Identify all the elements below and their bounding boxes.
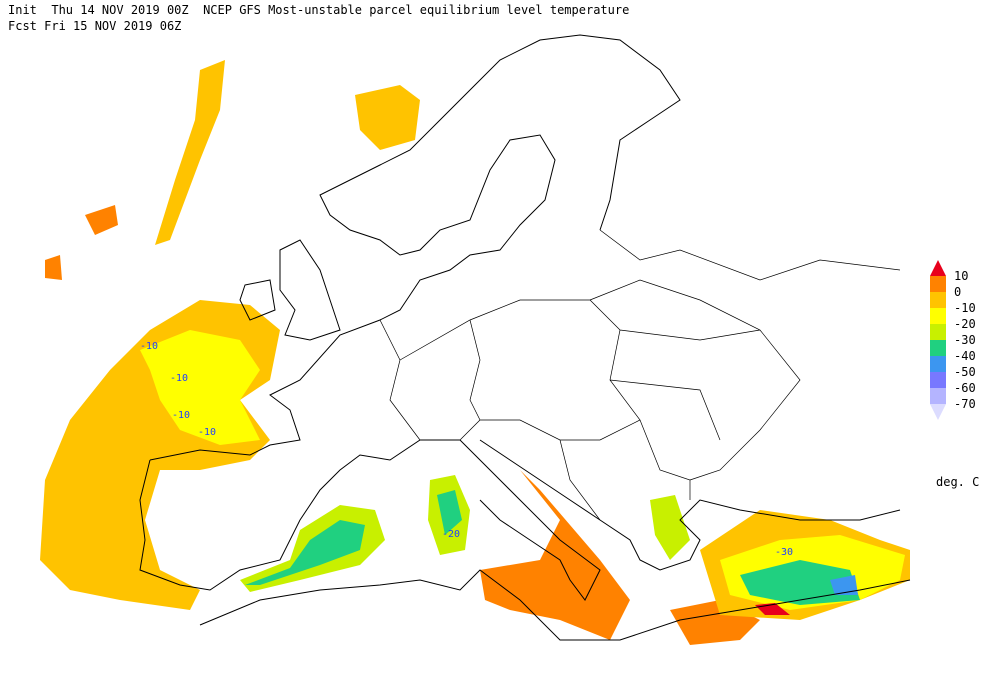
colorbar-box xyxy=(930,324,946,340)
colorbar-box xyxy=(930,356,946,372)
coastline xyxy=(239,279,276,321)
contour-label: -10 xyxy=(140,341,158,352)
shade-region xyxy=(155,60,225,245)
colorbar-box xyxy=(930,388,946,404)
colorbar-box xyxy=(930,308,946,324)
units-label: deg. C xyxy=(936,475,979,489)
shade-region xyxy=(740,560,860,605)
contour-labels: -10 -10 -10 -10 -20 -30 xyxy=(140,341,793,558)
colorbar-label: 10 xyxy=(954,269,968,283)
shade-region xyxy=(830,575,858,595)
colorbar-box xyxy=(930,372,946,388)
shade-region xyxy=(650,495,690,560)
shade-region xyxy=(45,255,62,280)
colorbar-triangle xyxy=(930,260,946,276)
shade-region xyxy=(437,490,462,535)
shade-region xyxy=(245,520,365,585)
contour-label: -30 xyxy=(775,547,793,558)
colorbar-box xyxy=(930,292,946,308)
coastline xyxy=(479,439,901,571)
coastline xyxy=(149,34,681,461)
title-line: Init Thu 14 NOV 2019 00Z NCEP GFS Most-u… xyxy=(8,3,629,17)
colorbar: 10 0 -10 -20 -30 -40 -50 -60 -70 xyxy=(930,260,976,420)
coastlines xyxy=(139,34,911,641)
contour-label: -10 xyxy=(198,427,216,438)
contour-label: -20 xyxy=(442,529,460,540)
shade-region xyxy=(140,330,260,445)
colorbar-label: -60 xyxy=(954,381,976,395)
colorbar-triangle xyxy=(930,404,946,420)
border xyxy=(379,229,901,521)
shade-region xyxy=(355,85,420,150)
colorbar-box xyxy=(930,340,946,356)
title-line: Fcst Fri 15 NOV 2019 06Z xyxy=(8,19,181,33)
colorbar-label: -50 xyxy=(954,365,976,379)
colorbar-box xyxy=(930,276,946,292)
coastline xyxy=(199,569,911,641)
colorbar-label: -70 xyxy=(954,397,976,411)
contour-label: -10 xyxy=(172,410,190,421)
coastline xyxy=(139,439,601,601)
shading xyxy=(40,60,910,645)
coastline xyxy=(279,239,341,341)
colorbar-label: 0 xyxy=(954,285,961,299)
colorbar-label: -20 xyxy=(954,317,976,331)
colorbar-label: -30 xyxy=(954,333,976,347)
shade-region xyxy=(85,205,118,235)
contour-label: -10 xyxy=(170,373,188,384)
shade-region xyxy=(480,470,630,640)
colorbar-label: -40 xyxy=(954,349,976,363)
colorbar-label: -10 xyxy=(954,301,976,315)
